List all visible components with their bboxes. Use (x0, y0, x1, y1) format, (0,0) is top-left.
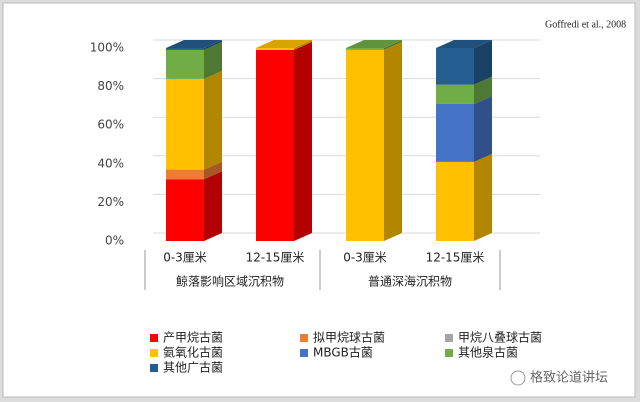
bar-side (204, 41, 222, 79)
bar-segment (166, 78, 204, 170)
legend-label: MBGB古菌 (313, 345, 373, 360)
y-tick-label: 100% (90, 41, 124, 55)
bar-segment (346, 48, 384, 50)
bar-segment (346, 49, 384, 242)
legend-label: 其他泉古菌 (458, 345, 518, 360)
y-tick-label: 20% (97, 195, 124, 209)
bar-side (204, 40, 222, 50)
bar-side (384, 40, 402, 50)
legend-label: 氨氧化古菌 (163, 345, 223, 360)
bar-segment (436, 161, 474, 241)
watermark: 格致论道讲坛 (530, 370, 608, 386)
legend-label: 产甲烷古菌 (163, 330, 223, 345)
bar-segment (436, 48, 474, 85)
legend-swatch (300, 334, 308, 342)
legend-swatch (300, 349, 308, 357)
group-label: 普通深海沉积物 (368, 274, 452, 289)
bar-segment (256, 49, 294, 242)
y-tick-label: 80% (97, 79, 124, 93)
legend-label: 甲烷八叠球古菌 (458, 330, 542, 345)
bar-segment (256, 48, 294, 50)
legend-swatch (445, 334, 453, 342)
bar-top (436, 40, 492, 48)
x-tick-label: 12-15厘米 (246, 251, 305, 265)
watermark-icon (510, 370, 526, 386)
bar-segment (166, 169, 204, 180)
x-tick-label: 12-15厘米 (426, 251, 485, 265)
x-tick-label: 0-3厘米 (343, 251, 387, 265)
bar-segment (166, 49, 204, 79)
group-label: 鲸落影响区域沉积物 (176, 274, 284, 289)
bar-segment (436, 84, 474, 104)
legend-swatch (150, 349, 158, 357)
bar-side (204, 161, 222, 180)
y-tick-label: 60% (97, 118, 124, 132)
bar-side (474, 76, 492, 104)
y-tick-label: 0% (105, 234, 124, 248)
bar-side (474, 153, 492, 241)
legend-swatch (445, 349, 453, 357)
bar-top (346, 40, 402, 48)
bar-top (256, 40, 312, 48)
bar-side (474, 95, 492, 162)
legend-label: 其他广古菌 (163, 360, 223, 375)
x-tick-label: 0-3厘米 (163, 251, 207, 265)
bar-segment (166, 179, 204, 241)
bar-side (204, 70, 222, 170)
slide-panel (2, 2, 636, 398)
bar-side (384, 41, 402, 242)
bar-segment (166, 48, 204, 50)
bar-side (294, 40, 312, 50)
annotation: Goffredi et al., 2008 (545, 19, 626, 30)
chart: 0% 20% 40% 60% 80% 100% 0-3厘米 12-15厘米 0-3厘米 12-15… (90, 39, 542, 375)
bar-side (474, 40, 492, 85)
bar-segment (436, 103, 474, 162)
y-tick-label: 40% (97, 156, 124, 170)
legend-label: 拟甲烷球古菌 (313, 330, 385, 345)
legend-swatch (150, 364, 158, 372)
bar-side (204, 171, 222, 241)
bar-top (166, 40, 222, 48)
bar-side (294, 41, 312, 242)
legend-swatch (150, 334, 158, 342)
